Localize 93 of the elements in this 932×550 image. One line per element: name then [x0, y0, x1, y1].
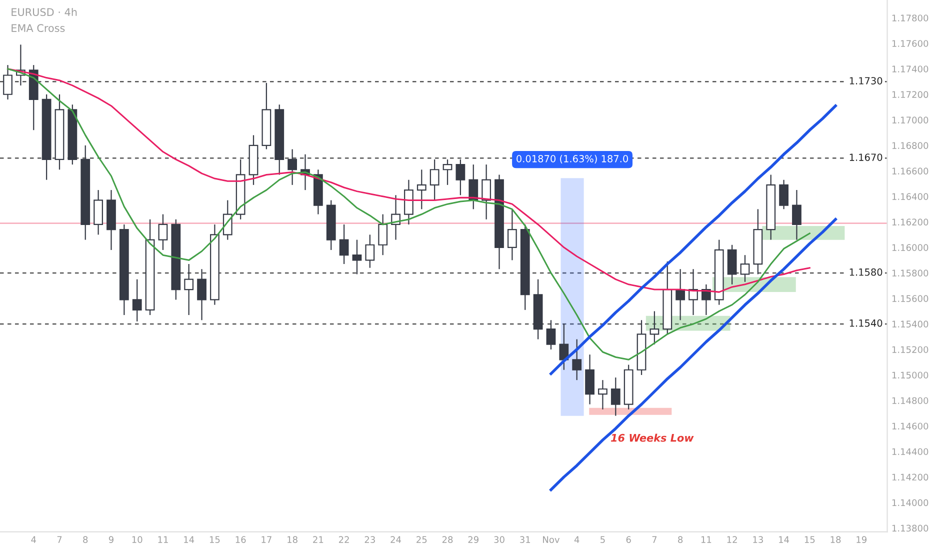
candlestick [3, 64, 12, 100]
x-tick-label: 4 [574, 536, 580, 543]
ref-line-label: 1.1580 [850, 268, 882, 276]
x-tick-label: 5 [600, 536, 605, 544]
candlestick [197, 268, 206, 321]
x-tick-label: 18 [288, 536, 298, 544]
candlestick [158, 214, 168, 251]
x-tick-label: 31 [520, 536, 530, 544]
line-series [550, 218, 837, 492]
x-tick-label: 28 [442, 536, 453, 544]
candlestick [378, 214, 388, 256]
candlestick [598, 380, 608, 410]
candlestick [288, 148, 297, 186]
y-tick-label: 1.14000 [892, 499, 928, 506]
x-tick-label: 19 [856, 536, 867, 544]
x-tick-label: 12 [727, 536, 737, 543]
candlestick [416, 169, 426, 210]
x-tick-label: 4 [31, 536, 36, 543]
x-tick-label: 16 [236, 536, 246, 544]
candlestick [482, 164, 492, 220]
y-tick-label: 1.15600 [892, 295, 928, 302]
text: EURUSD · 4h [12, 8, 77, 16]
x-tick-label: 14 [779, 536, 790, 543]
candlestick [507, 208, 517, 261]
x-tick-label: 13 [753, 536, 763, 544]
y-tick-label: 1.16800 [892, 142, 928, 149]
x-tick-label: 10 [132, 536, 142, 544]
x-tick-label: 24 [390, 536, 402, 543]
x-tick-label: 17 [262, 536, 272, 543]
candlestick [391, 194, 400, 240]
text: EMA Cross [12, 24, 65, 32]
candlestick [456, 158, 466, 196]
y-tick-label: 1.15800 [892, 270, 928, 276]
y-tick-label: 1.16600 [892, 168, 928, 174]
x-tick-label: 23 [364, 536, 375, 544]
x-tick-label: 25 [416, 536, 427, 544]
y-tick-label: 1.16400 [892, 193, 928, 200]
x-tick-label: Nov [543, 536, 560, 544]
x-tick-label: 9 [108, 536, 114, 544]
candlestick [442, 158, 452, 186]
candlestick [430, 158, 440, 201]
y-tick-label: 1.17200 [892, 91, 928, 98]
y-tick-label: 1.15400 [892, 320, 928, 328]
y-tick-label: 1.14400 [892, 448, 928, 456]
x-tick-label: 29 [468, 536, 478, 544]
candlestick [779, 179, 788, 210]
candlestick [352, 239, 362, 275]
x-tick-label: 8 [83, 536, 88, 544]
x-tick-label: 15 [804, 536, 815, 544]
x-tick-label: 11 [158, 536, 168, 543]
y-tick-label: 1.14200 [892, 474, 928, 481]
candlestick [572, 338, 582, 381]
candlestick [740, 254, 750, 282]
candlestick [132, 278, 142, 322]
x-tick-label: 14 [184, 536, 194, 543]
candlestick [650, 310, 660, 345]
candlestick [184, 263, 194, 316]
candlestick [222, 200, 232, 240]
line-series [6, 68, 810, 360]
x-tick-label: 30 [494, 536, 504, 544]
x-tick-label: 15 [210, 536, 220, 544]
x-tick-label: 11 [701, 536, 712, 543]
y-tick-label: 1.14600 [892, 422, 928, 430]
x-tick-label: 18 [830, 536, 841, 544]
ref-line-label: 1.1670 [850, 154, 882, 161]
y-tick-label: 1.16000 [892, 244, 928, 251]
candlestick [365, 234, 375, 268]
candlestick [676, 268, 686, 321]
x-tick-label: 8 [678, 536, 683, 544]
x-tick-label: 22 [338, 536, 349, 543]
y-tick-label: 1.15200 [892, 346, 928, 354]
x-tick-label: 6 [626, 536, 631, 544]
y-tick-label: 1.13800 [892, 524, 928, 532]
y-tick-label: 1.17600 [892, 40, 928, 47]
candlestick [559, 323, 569, 370]
y-tick-label: 1.17800 [892, 14, 928, 22]
annotation: 16 Weeks Low [610, 434, 694, 442]
candlestick [610, 376, 620, 416]
candlestick [339, 224, 349, 265]
y-tick-label: 1.17000 [892, 116, 928, 124]
annotation: 0.01870 (1.63%) 187.0 [516, 154, 628, 164]
x-tick-label: 21 [313, 536, 324, 543]
ref-line-label: 1.1540 [850, 319, 882, 327]
x-tick-label: 7 [57, 536, 62, 543]
x-tick-label: 7 [652, 536, 657, 543]
candlestick [688, 268, 698, 316]
y-tick-label: 1.16200 [892, 218, 928, 226]
y-tick-label: 1.15000 [892, 372, 928, 379]
candlestick [546, 320, 556, 350]
y-tick-label: 1.14800 [892, 397, 928, 404]
ref-line-label: 1.1730 [850, 77, 882, 84]
y-tick-label: 1.17400 [892, 66, 928, 72]
candlestick [792, 189, 802, 240]
